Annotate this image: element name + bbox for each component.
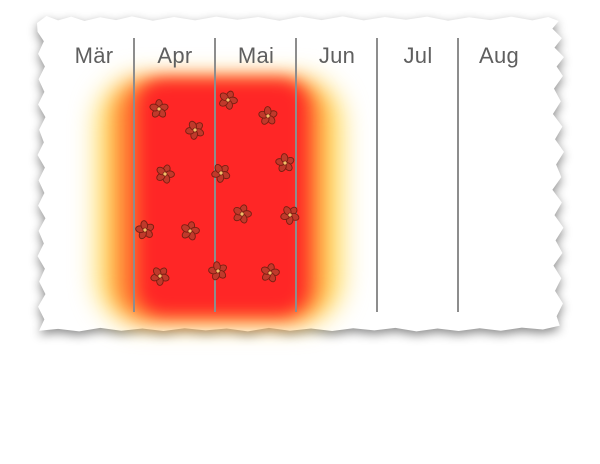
blossom-icon (134, 219, 156, 241)
blossom-icon (207, 260, 229, 282)
blossom-icon (279, 204, 301, 226)
month-divider (133, 38, 135, 312)
month-label-mar: Mär (74, 43, 114, 68)
month-label-aug: Aug (478, 43, 520, 68)
month-divider (457, 38, 459, 312)
blossom-icon (257, 105, 279, 127)
month-divider (295, 38, 297, 312)
blossom-icon (154, 163, 176, 185)
blossom-icon (148, 98, 170, 120)
blossom-icon (179, 220, 201, 242)
month-divider (376, 38, 378, 312)
blossom-icon (149, 265, 171, 287)
blossom-icon (274, 152, 296, 174)
blossom-icon (259, 262, 281, 284)
blossom-icon (184, 119, 206, 141)
month-label-apr: Apr (157, 43, 193, 68)
month-label-mai: Mai (237, 43, 275, 68)
blossom-icon (231, 203, 253, 225)
month-label-jul: Jul (403, 43, 433, 68)
blossom-icon (217, 89, 239, 111)
blossom-icon (210, 162, 232, 184)
month-label-jun: Jun (318, 43, 356, 68)
